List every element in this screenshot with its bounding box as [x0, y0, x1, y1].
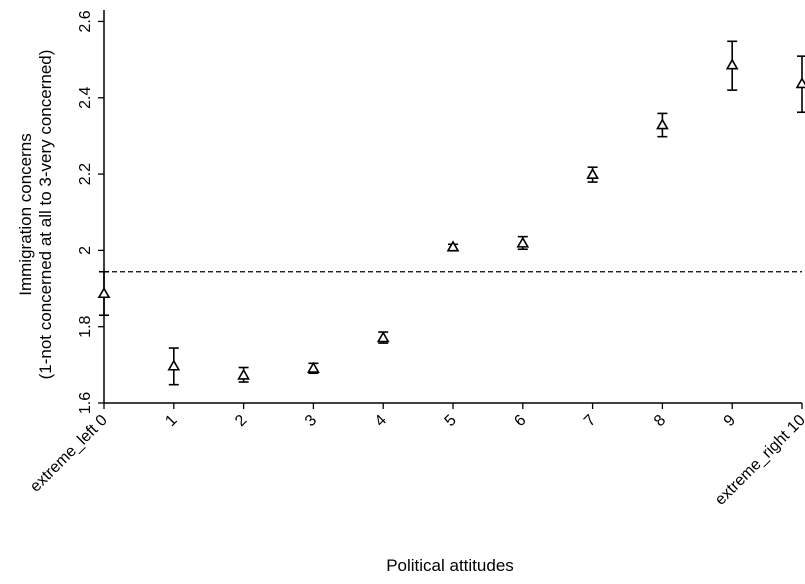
y-tick-label: 2.6 [77, 10, 94, 32]
x-tick-label: 1 [162, 412, 180, 430]
x-tick-label: 4 [372, 412, 390, 430]
y-tick-label: 1.6 [77, 392, 94, 414]
data-point-triangle [725, 58, 739, 70]
data-point-triangle [795, 77, 805, 89]
x-tick-label: 6 [511, 412, 529, 430]
y-tick-label: 1.8 [77, 315, 94, 337]
x-tick-label: 8 [651, 412, 669, 430]
y-tick-label: 2 [77, 246, 94, 255]
y-tick-label: 2.4 [77, 87, 94, 109]
data-point-triangle [97, 286, 111, 299]
x-tick-label: 7 [581, 412, 599, 430]
x-tick-label: 3 [302, 412, 320, 430]
data-point-triangle [516, 236, 530, 248]
data-marks [97, 40, 805, 386]
x-tick-label: extreme_right 10 [712, 412, 805, 509]
y-tick-label: 2.2 [77, 163, 94, 185]
data-point-triangle [237, 368, 250, 380]
data-point-triangle [446, 240, 460, 252]
y-axis-label-line-2: (1-not concerned at all to 3-very concer… [36, 50, 55, 380]
x-tick-label: 2 [232, 412, 250, 430]
data-point-triangle [656, 118, 669, 130]
x-tick-label: extreme_left 0 [27, 412, 111, 496]
x-tick-label: 5 [442, 412, 460, 430]
x-tick-label: 9 [721, 412, 739, 430]
x-axis-label: Political attitudes [386, 556, 514, 575]
axes: 1.6 1.8 2 2.2 2.4 2.6 extreme_left 0 1 2 3 4 5 6 7 8 9e… [27, 10, 805, 509]
data-point-triangle [167, 359, 181, 371]
y-axis-label-line-1: Immigration concerns [16, 133, 35, 296]
axis-labels: Immigration concerns (1-not concerned at … [16, 50, 514, 575]
data-point-triangle [376, 331, 390, 343]
data-point-triangle [307, 361, 320, 373]
data-point-triangle [586, 167, 599, 179]
